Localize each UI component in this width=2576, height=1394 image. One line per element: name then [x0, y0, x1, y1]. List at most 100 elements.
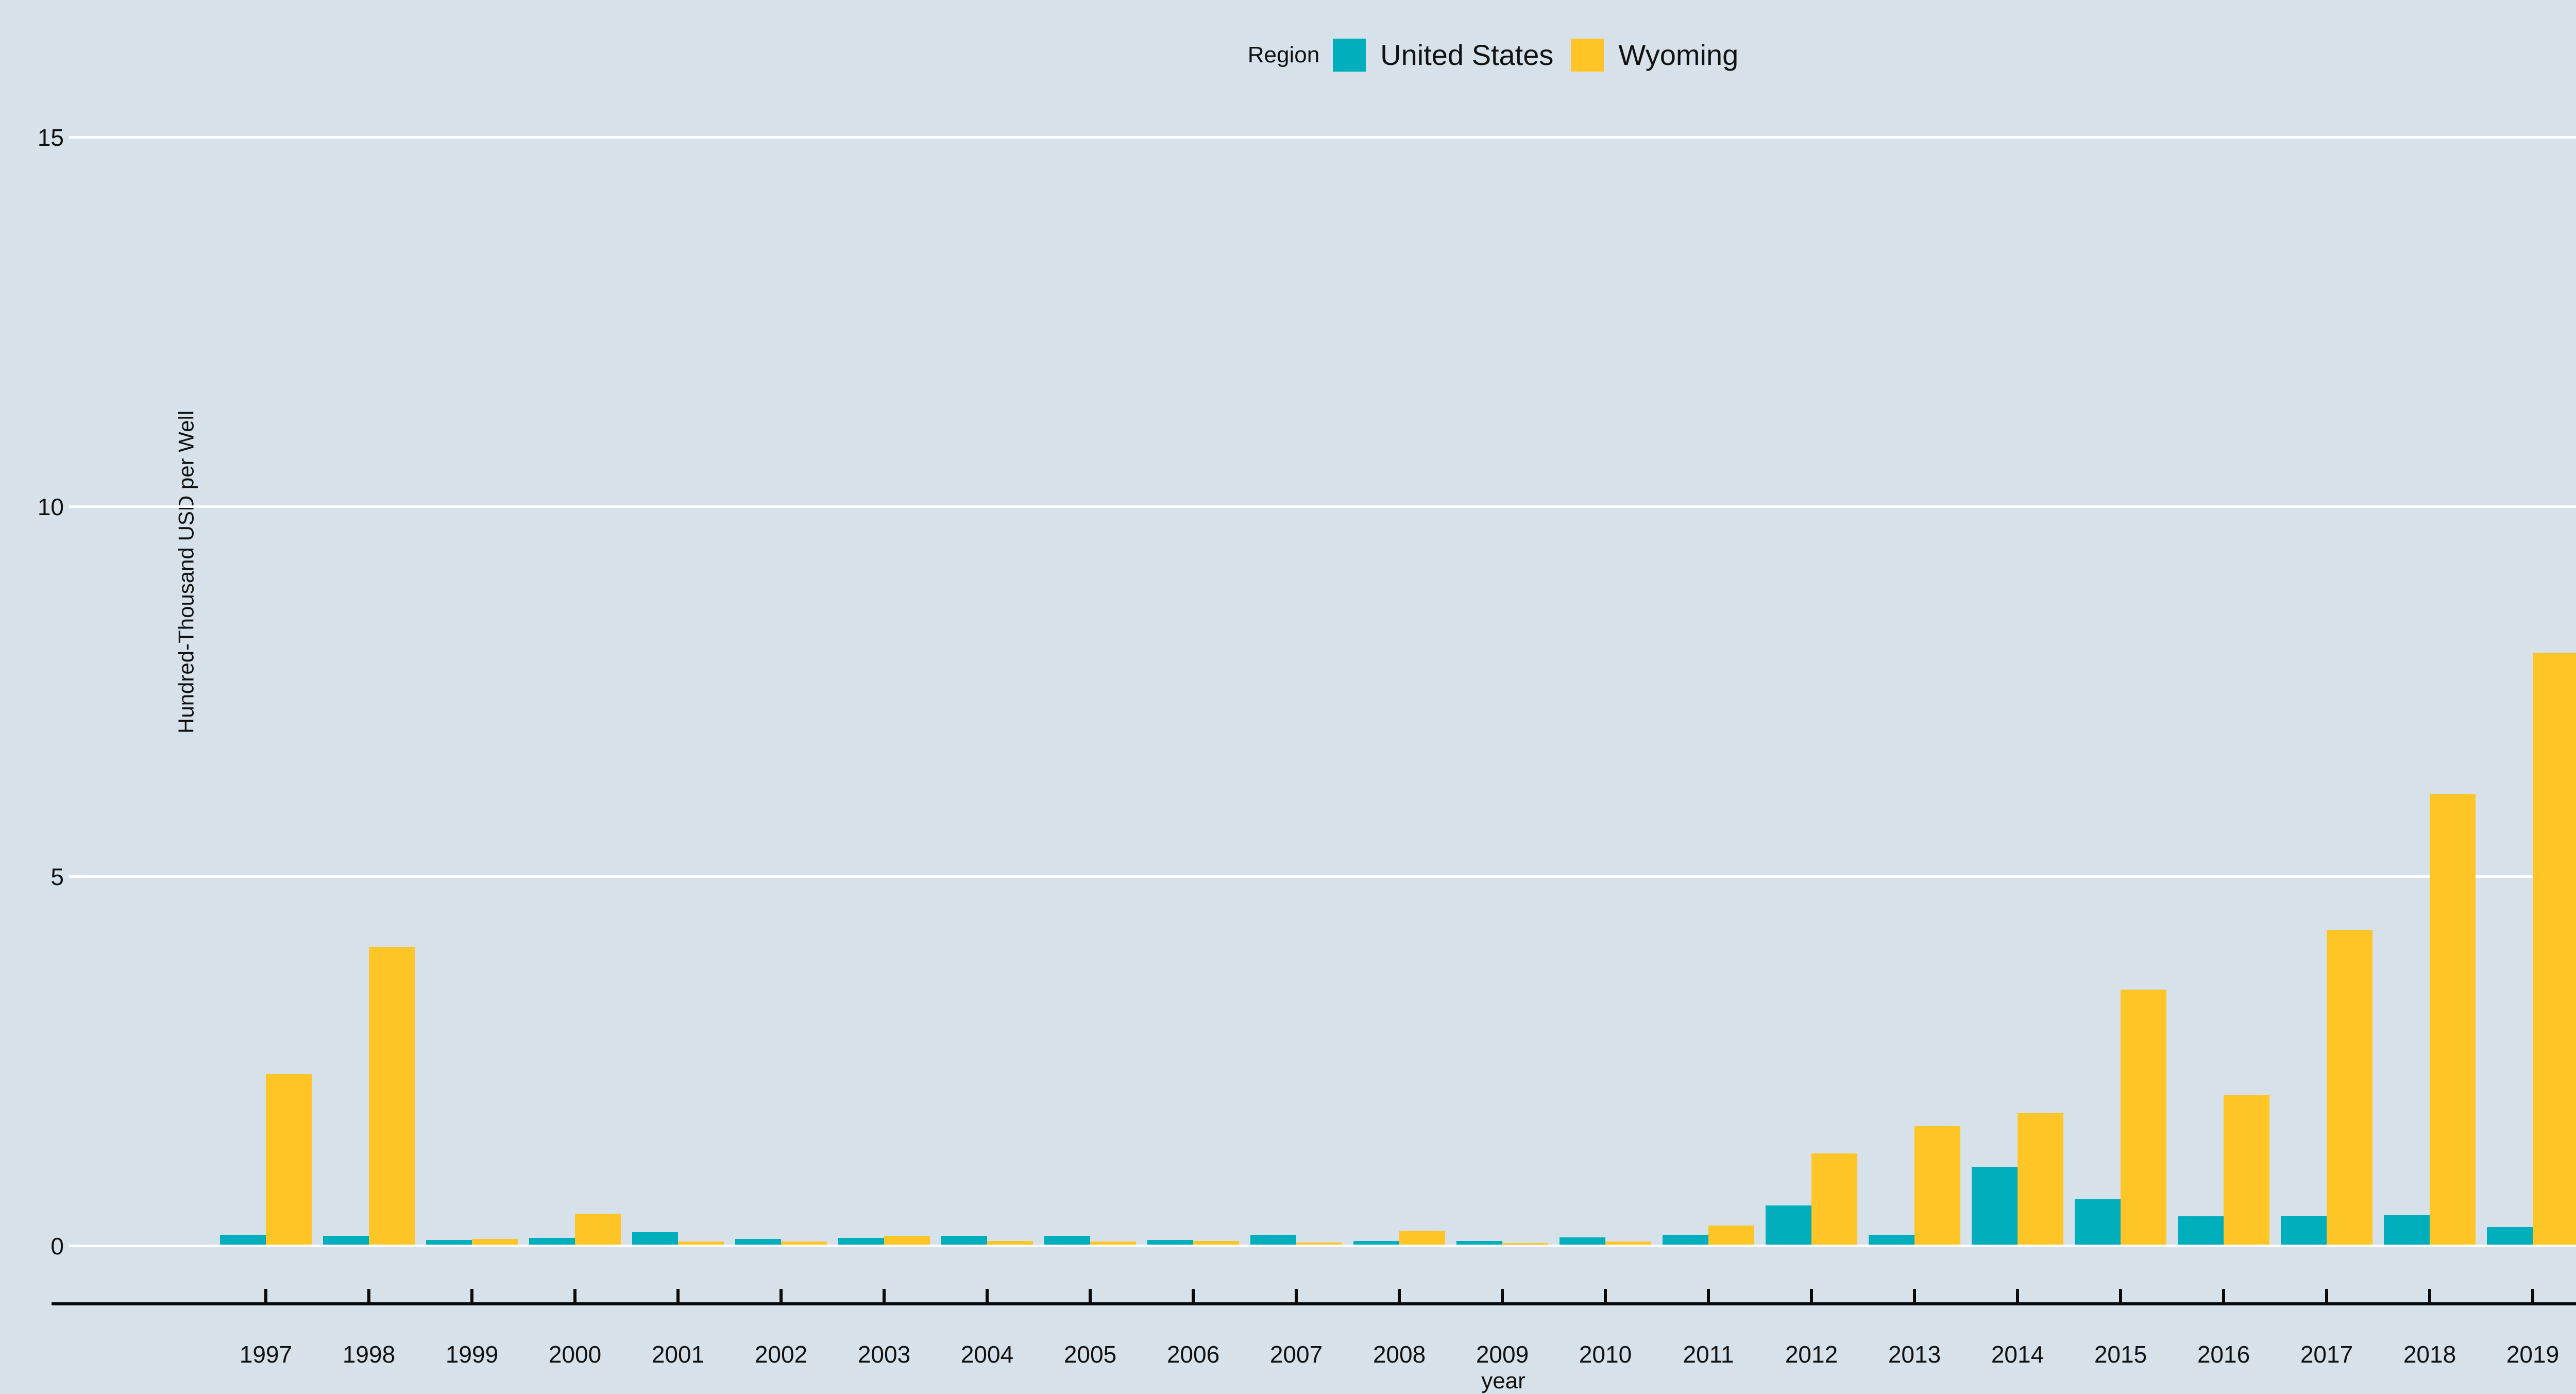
- legend-item-united-states: United States: [1333, 38, 1553, 72]
- bar-united-states-2004: [941, 1236, 987, 1245]
- x-tick-label-2010: 2010: [1579, 1341, 1632, 1368]
- bar-wyoming-2009: [1502, 1243, 1548, 1245]
- bar-wyoming-2017: [2327, 930, 2372, 1245]
- x-tick-label-2018: 2018: [2403, 1341, 2456, 1368]
- bar-wyoming-2007: [1296, 1243, 1342, 1245]
- legend-swatch-united-states: [1333, 38, 1366, 72]
- bar-united-states-1998: [323, 1236, 369, 1245]
- bar-united-states-2011: [1663, 1235, 1708, 1245]
- bar-wyoming-1997: [266, 1074, 312, 1245]
- bar-wyoming-2010: [1605, 1242, 1651, 1245]
- bar-united-states-2000: [529, 1238, 575, 1245]
- y-tick-label-5: 5: [50, 863, 64, 890]
- x-tick-2018: [2428, 1289, 2431, 1302]
- bar-wyoming-2012: [1811, 1153, 1857, 1245]
- x-tick-1997: [264, 1289, 267, 1302]
- bar-wyoming-2008: [1399, 1231, 1445, 1245]
- bar-united-states-2012: [1766, 1205, 1811, 1245]
- x-axis-line: [52, 1302, 2576, 1305]
- bar-united-states-2010: [1560, 1237, 1605, 1245]
- bar-united-states-1999: [426, 1240, 472, 1245]
- bar-wyoming-2014: [2018, 1113, 2063, 1245]
- x-tick-2017: [2325, 1289, 2328, 1302]
- y-axis-title: Hundred-Thousand USD per Well: [174, 410, 198, 734]
- bar-wyoming-1999: [472, 1239, 518, 1245]
- x-tick-2016: [2222, 1289, 2225, 1302]
- bar-united-states-2019: [2487, 1227, 2533, 1245]
- x-tick-label-2006: 2006: [1166, 1341, 1220, 1368]
- bar-wyoming-2013: [1914, 1126, 1960, 1245]
- bar-united-states-2015: [2075, 1199, 2121, 1245]
- y-tick-label-15: 15: [37, 124, 64, 151]
- bar-wyoming-1998: [369, 947, 415, 1245]
- bar-united-states-2016: [2178, 1216, 2224, 1245]
- legend-label-united-states: United States: [1380, 39, 1554, 71]
- x-tick-1998: [367, 1289, 370, 1302]
- legend: Region United States Wyoming: [0, 38, 2576, 72]
- x-tick-label-1999: 1999: [445, 1341, 499, 1368]
- x-tick-2011: [1707, 1289, 1710, 1302]
- gridline-y-10: [69, 505, 2576, 508]
- x-tick-label-2009: 2009: [1476, 1341, 1529, 1368]
- x-tick-label-2014: 2014: [1991, 1341, 2044, 1368]
- x-tick-label-2000: 2000: [548, 1341, 602, 1368]
- x-tick-label-2015: 2015: [2094, 1341, 2147, 1368]
- x-tick-2005: [1089, 1289, 1092, 1302]
- bar-united-states-2009: [1456, 1241, 1502, 1245]
- bar-united-states-2014: [1972, 1167, 2018, 1245]
- bar-united-states-1997: [220, 1235, 266, 1245]
- bar-wyoming-2001: [678, 1242, 724, 1245]
- x-tick-2010: [1604, 1289, 1607, 1302]
- x-tick-label-1998: 1998: [342, 1341, 396, 1368]
- x-tick-2007: [1295, 1289, 1298, 1302]
- x-tick-1999: [470, 1289, 473, 1302]
- bar-united-states-2001: [632, 1232, 678, 1245]
- x-tick-2003: [883, 1289, 886, 1302]
- gridline-y-15: [69, 135, 2576, 139]
- bar-wyoming-2011: [1708, 1226, 1754, 1245]
- x-tick-2014: [2016, 1289, 2019, 1302]
- bar-united-states-2008: [1353, 1241, 1399, 1245]
- x-tick-label-2003: 2003: [857, 1341, 911, 1368]
- bar-united-states-2005: [1044, 1236, 1090, 1245]
- bar-wyoming-2019: [2533, 653, 2576, 1245]
- bar-united-states-2007: [1250, 1235, 1296, 1245]
- legend-item-wyoming: Wyoming: [1571, 38, 1738, 72]
- x-tick-label-2007: 2007: [1269, 1341, 1323, 1368]
- bar-united-states-2003: [838, 1238, 884, 1245]
- x-tick-label-2017: 2017: [2300, 1341, 2353, 1368]
- bar-united-states-2013: [1869, 1235, 1914, 1245]
- x-tick-2008: [1398, 1289, 1401, 1302]
- bar-wyoming-2016: [2224, 1095, 2269, 1245]
- bar-wyoming-2006: [1193, 1241, 1239, 1245]
- x-tick-label-2002: 2002: [754, 1341, 808, 1368]
- bar-wyoming-2002: [781, 1242, 827, 1245]
- legend-swatch-wyoming: [1571, 38, 1604, 72]
- x-tick-label-2004: 2004: [960, 1341, 1014, 1368]
- x-tick-2006: [1192, 1289, 1195, 1302]
- x-tick-2009: [1501, 1289, 1504, 1302]
- x-tick-label-2019: 2019: [2506, 1341, 2560, 1368]
- bar-wyoming-2000: [575, 1214, 621, 1245]
- bar-united-states-2018: [2384, 1215, 2430, 1245]
- bar-wyoming-2004: [987, 1241, 1033, 1245]
- bar-wyoming-2003: [884, 1236, 930, 1245]
- x-tick-2001: [676, 1289, 680, 1302]
- x-tick-2002: [779, 1289, 783, 1302]
- bar-wyoming-2015: [2121, 990, 2166, 1245]
- x-tick-label-2013: 2013: [1888, 1341, 1941, 1368]
- x-tick-2012: [1810, 1289, 1813, 1302]
- gridline-y-5: [69, 875, 2576, 878]
- x-tick-label-2012: 2012: [1785, 1341, 1838, 1368]
- bar-united-states-2002: [735, 1239, 781, 1245]
- x-tick-2013: [1913, 1289, 1916, 1302]
- y-tick-label-10: 10: [37, 494, 64, 520]
- x-tick-2004: [986, 1289, 989, 1302]
- x-tick-label-2005: 2005: [1063, 1341, 1117, 1368]
- x-tick-label-2008: 2008: [1372, 1341, 1426, 1368]
- bar-united-states-2006: [1147, 1240, 1193, 1245]
- bar-united-states-2017: [2281, 1216, 2327, 1245]
- bar-wyoming-2018: [2430, 794, 2476, 1245]
- bar-wyoming-2005: [1090, 1242, 1136, 1245]
